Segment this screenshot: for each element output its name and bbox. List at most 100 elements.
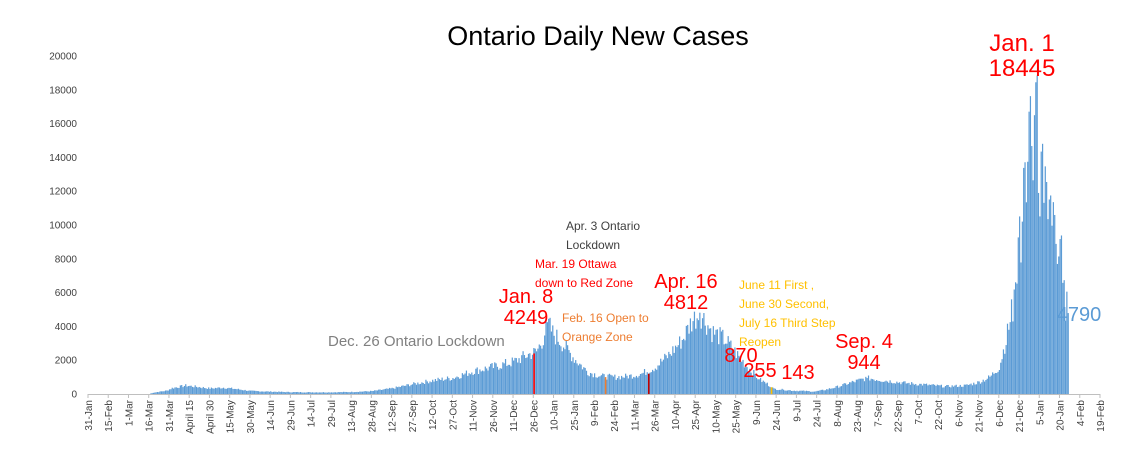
bar	[442, 380, 445, 394]
bar	[375, 390, 377, 394]
bar	[461, 373, 463, 394]
bar	[822, 389, 824, 394]
bar	[935, 385, 937, 394]
bar	[916, 385, 918, 394]
bar	[264, 391, 266, 394]
bar	[382, 389, 384, 394]
bar	[950, 387, 952, 394]
bar	[518, 358, 520, 394]
bar	[390, 388, 392, 394]
bar	[778, 389, 781, 394]
bar	[490, 363, 492, 394]
bar	[774, 388, 777, 394]
bar	[835, 386, 837, 394]
bar	[151, 393, 153, 394]
bar	[755, 377, 758, 394]
bar	[730, 340, 732, 394]
event-marker	[533, 353, 535, 394]
bar	[772, 387, 774, 394]
bar	[796, 390, 798, 394]
bar	[446, 376, 449, 394]
bar	[255, 390, 257, 394]
bar	[849, 382, 851, 394]
bar	[606, 379, 608, 394]
bar	[867, 375, 870, 394]
bar	[459, 378, 461, 394]
bar	[171, 387, 173, 394]
bar	[487, 370, 489, 394]
bar	[963, 384, 965, 394]
event-markers	[533, 353, 773, 394]
bar	[871, 379, 874, 394]
bar	[198, 386, 200, 394]
bar	[276, 392, 279, 394]
bar	[372, 390, 374, 394]
event-marker	[770, 387, 773, 394]
bar	[370, 390, 372, 394]
bar	[905, 383, 907, 394]
x-tick-label: 15-May	[226, 400, 237, 433]
bar	[819, 390, 821, 394]
bar	[379, 389, 381, 394]
bar	[232, 388, 234, 394]
bar	[426, 381, 428, 394]
bar	[785, 390, 787, 394]
bar	[297, 391, 299, 394]
bar	[224, 388, 226, 394]
bar	[773, 388, 775, 394]
bar	[538, 344, 540, 394]
bar	[912, 383, 914, 394]
bar	[152, 392, 154, 394]
bar	[769, 386, 771, 394]
bar	[495, 363, 497, 394]
bar	[869, 380, 871, 394]
bar	[757, 379, 759, 394]
bar	[357, 392, 360, 394]
bar	[855, 379, 857, 394]
bar	[569, 352, 571, 394]
bar	[898, 382, 901, 394]
bar	[363, 391, 365, 394]
data-label: Sep. 4	[835, 331, 893, 353]
bar	[758, 379, 760, 394]
bar	[476, 367, 478, 394]
bar	[418, 384, 420, 394]
bar	[177, 387, 179, 394]
bar	[747, 371, 750, 394]
bar	[939, 385, 941, 394]
bar	[900, 384, 902, 394]
bar	[959, 384, 961, 394]
bar	[526, 357, 528, 394]
bar	[349, 392, 351, 394]
x-tick-label: 11-Nov	[469, 400, 480, 432]
bar	[853, 381, 855, 394]
x-tick-label: 27-Oct	[448, 400, 459, 430]
bar	[384, 388, 387, 394]
bar	[328, 392, 330, 394]
bar	[1056, 263, 1059, 394]
bar	[1012, 321, 1014, 394]
bar	[341, 392, 343, 394]
bar	[305, 392, 307, 394]
bar	[989, 376, 991, 394]
bar	[603, 374, 605, 394]
x-axis: 31-Jan 15-Feb 1-Mar 16-Mar 31-Mar April 15 Apr…	[84, 394, 1107, 434]
bar	[321, 392, 323, 394]
bar	[214, 387, 217, 394]
x-tick-label: 24-Jun	[772, 400, 783, 431]
bar	[542, 345, 544, 394]
bar	[301, 392, 303, 394]
bar	[847, 384, 849, 394]
bar	[975, 384, 978, 394]
bar	[283, 391, 285, 394]
bar	[562, 347, 565, 394]
bar	[993, 373, 995, 394]
bar	[496, 366, 499, 394]
bar	[703, 313, 705, 394]
x-tick-label: 23-Aug	[853, 400, 864, 432]
x-tick-label: 31-Jan	[84, 400, 95, 431]
bar	[795, 391, 797, 394]
bar	[164, 390, 167, 394]
bar	[745, 364, 747, 394]
bar	[754, 374, 756, 394]
